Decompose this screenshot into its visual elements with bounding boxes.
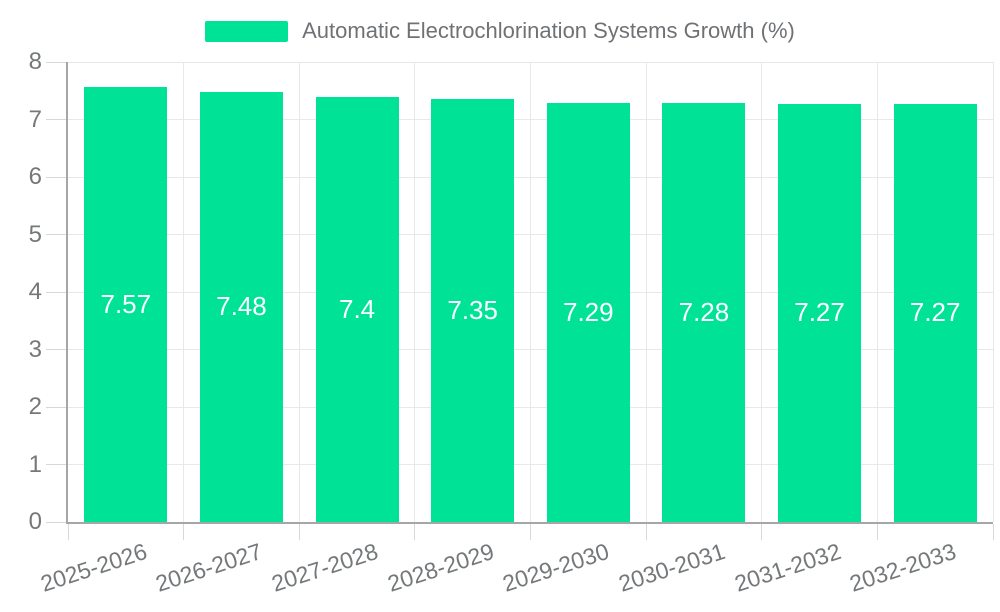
legend-swatch-icon [205,20,289,42]
y-axis-line [66,62,68,524]
x-axis-line [66,522,993,524]
y-axis-tick [46,61,68,63]
y-axis-label: 0 [28,508,42,535]
v-gridline [992,62,994,522]
x-axis-tick [876,524,878,540]
y-axis-tick [46,119,68,120]
x-axis-tick [992,524,994,540]
bar[interactable]: 7.35 [431,99,515,522]
v-gridline [183,62,185,522]
bar[interactable]: 7.29 [546,102,630,522]
y-axis-tick [46,291,68,293]
bar-value-label: 7.57 [100,288,152,319]
bar-value-label: 7.27 [909,297,961,328]
x-axis-tick [761,524,763,540]
y-axis-tick [46,521,68,523]
bar[interactable]: 7.48 [199,91,283,522]
v-gridline [414,62,416,522]
y-axis-label: 5 [28,220,42,248]
bar[interactable]: 7.4 [315,96,399,522]
x-axis-tick [645,524,647,540]
v-gridline [298,62,300,522]
bar-value-label: 7.4 [338,293,376,324]
x-axis-tick [414,524,416,540]
y-axis-label: 7 [28,105,42,133]
bar[interactable]: 7.28 [662,103,746,522]
y-axis-tick [46,176,68,178]
y-axis-label: 3 [28,335,42,363]
y-axis-tick [46,234,68,235]
x-axis-tick [530,524,531,540]
v-gridline [645,62,647,522]
y-axis-label: 6 [28,163,42,190]
v-gridline [876,62,878,522]
y-axis-label: 4 [28,278,42,305]
y-axis-label: 2 [28,393,42,420]
x-axis-tick [183,524,185,540]
bar-value-label: 7.28 [678,297,730,328]
bar-value-label: 7.48 [216,291,267,322]
v-gridline [530,62,531,522]
legend-item[interactable]: Automatic Electrochlorination Systems Gr… [205,18,795,44]
y-axis-tick [46,349,68,350]
bar[interactable]: 7.27 [893,103,977,522]
bar[interactable]: 7.57 [84,86,168,522]
v-gridline [761,62,763,522]
bar-value-label: 7.27 [794,297,845,328]
x-axis-tick [67,524,69,540]
x-axis-tick [298,524,300,540]
bar-value-label: 7.35 [447,295,498,326]
legend: Automatic Electrochlorination Systems Gr… [0,18,1000,44]
bar-value-label: 7.29 [563,296,614,327]
legend-label: Automatic Electrochlorination Systems Gr… [302,18,795,43]
bar[interactable]: 7.27 [778,103,862,522]
y-axis-label: 1 [28,450,42,478]
y-axis-label: 8 [28,48,42,75]
y-axis-tick [46,406,68,408]
y-axis-tick [46,464,68,465]
